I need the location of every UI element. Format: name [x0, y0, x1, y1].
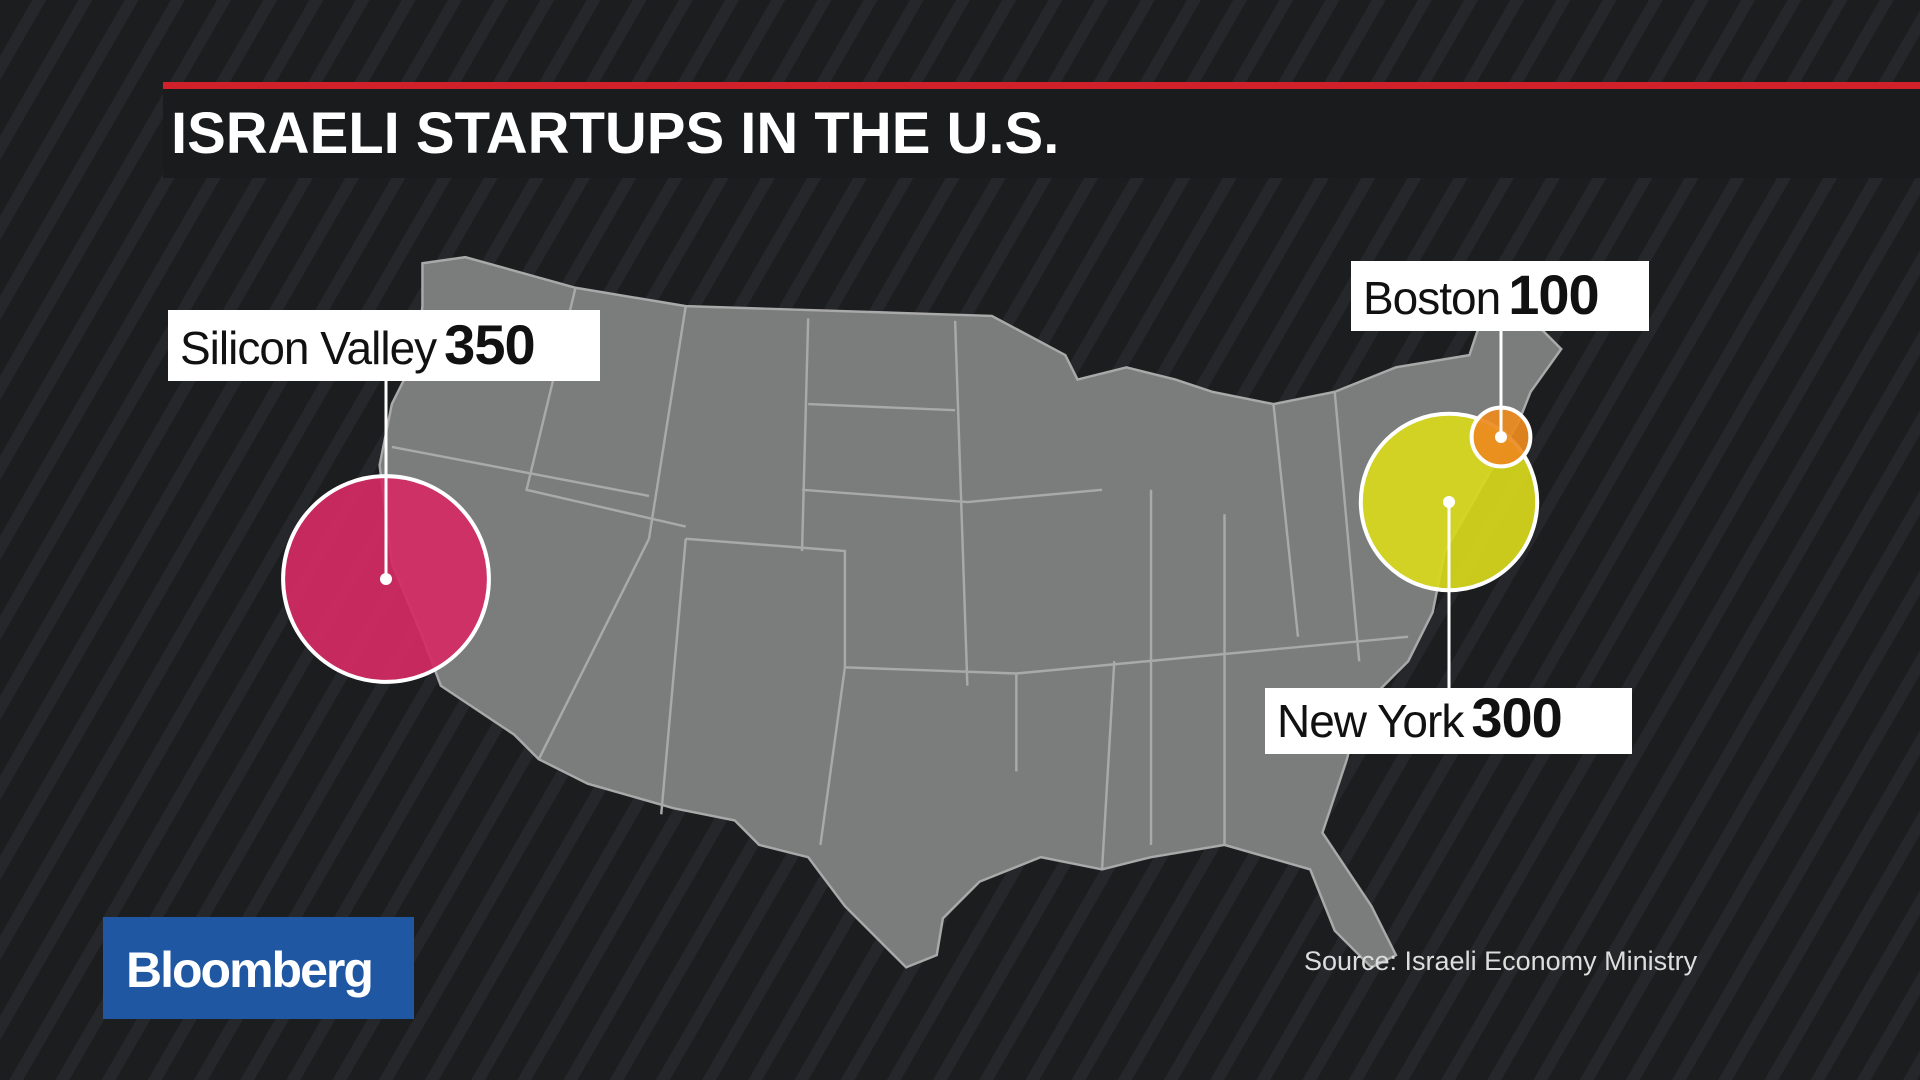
state-borders: [391, 287, 1409, 870]
location-value: 300: [1471, 686, 1561, 749]
title-rule: [163, 82, 1920, 89]
title: ISRAELI STARTUPS IN THE U.S.: [171, 101, 1059, 166]
label: Silicon Valley 350: [180, 313, 535, 376]
logo: Bloomberg: [126, 942, 372, 998]
bubble-dot: [1495, 431, 1507, 443]
label-box: [1351, 261, 1649, 331]
bubble-dot: [1443, 496, 1455, 508]
location-name: New York: [1277, 695, 1465, 747]
location-value: 100: [1508, 263, 1598, 326]
bubble-layer: Silicon Valley 350 New York 300 Boston 100: [168, 261, 1649, 754]
label: Boston 100: [1363, 263, 1599, 326]
label-box: [168, 310, 600, 381]
us-map: [378, 255, 1563, 969]
location-name: Boston: [1363, 272, 1500, 324]
label: New York 300: [1277, 686, 1562, 749]
location-name: Silicon Valley: [180, 322, 437, 374]
label-box: [1265, 688, 1632, 754]
bubble-dot: [380, 573, 392, 585]
source: Source: Israeli Economy Ministry: [1304, 946, 1698, 976]
location-value: 350: [444, 313, 534, 376]
title-bar: [163, 88, 1920, 178]
logo-box: [103, 917, 414, 1019]
